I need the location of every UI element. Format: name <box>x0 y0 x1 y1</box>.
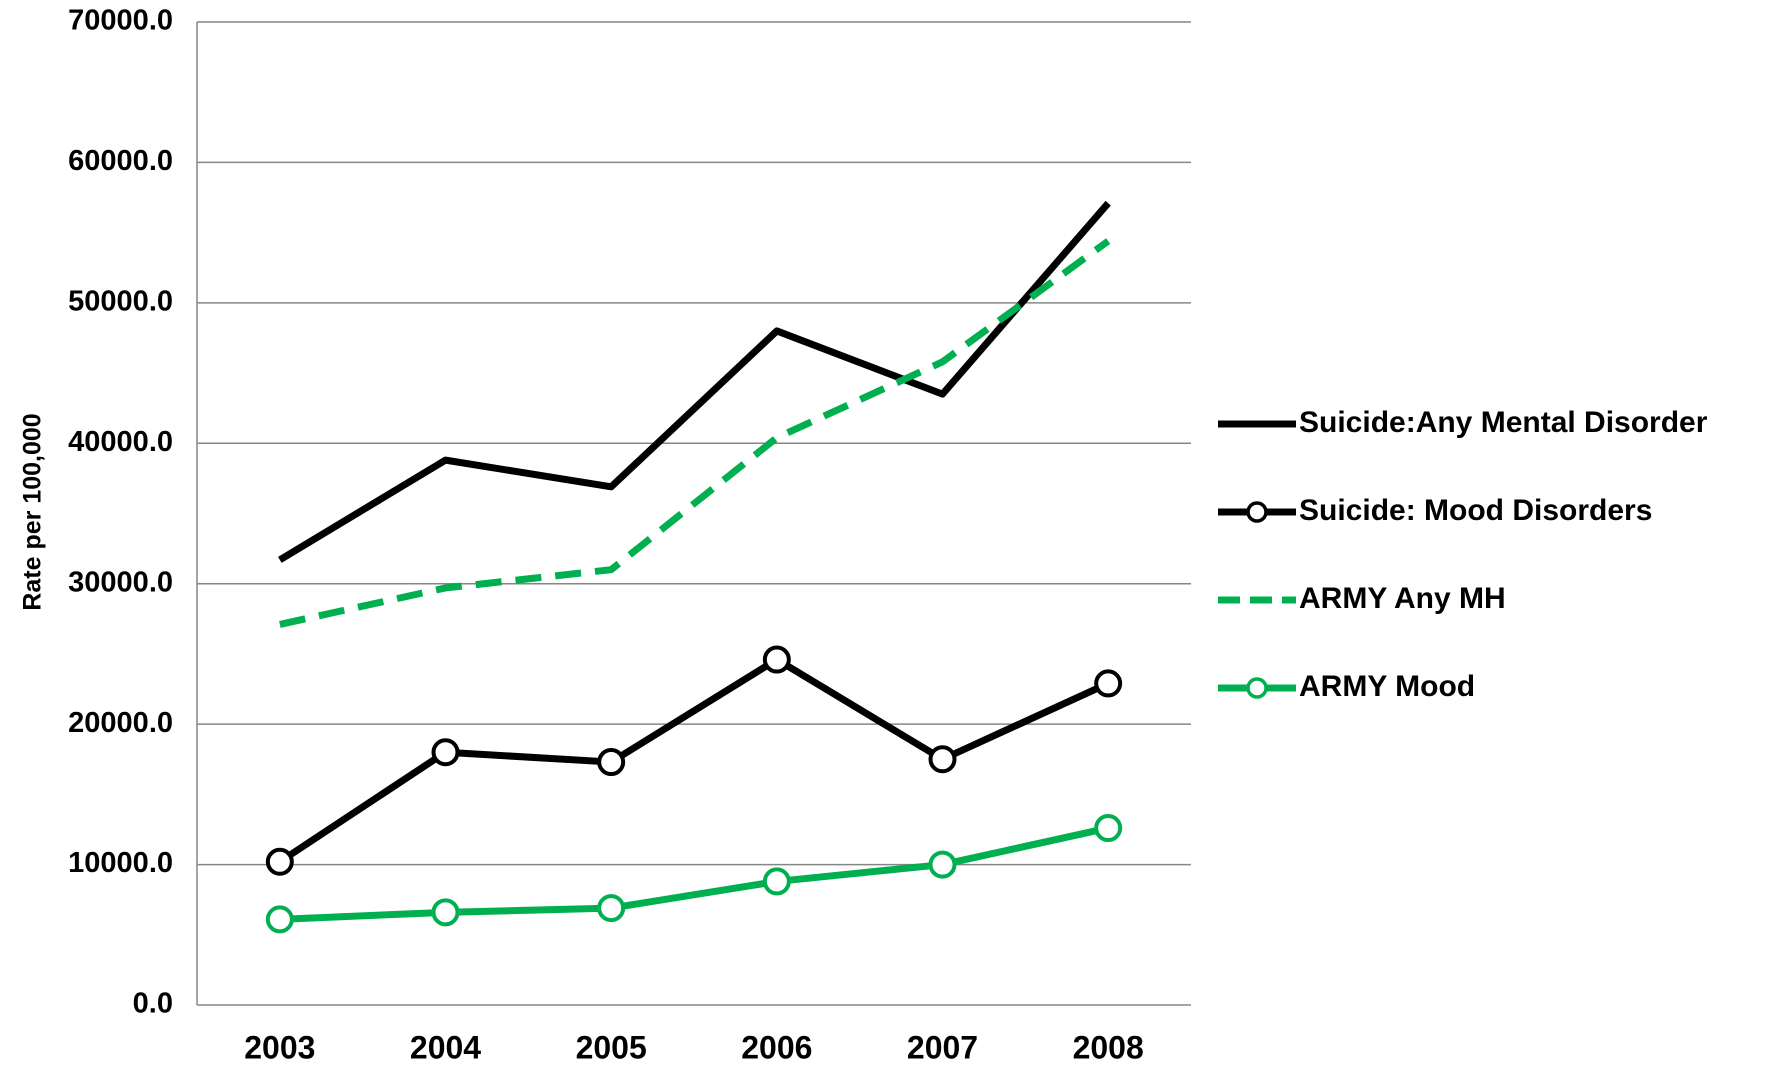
y-tick-label: 0.0 <box>133 988 173 1020</box>
series-marker <box>597 894 626 923</box>
series-marker <box>265 905 294 934</box>
legend-label: ARMY Any MH <box>1299 582 1506 615</box>
legend-marker <box>1246 677 1268 699</box>
series-line <box>279 824 1109 923</box>
series-line <box>279 238 1111 628</box>
series-marker <box>265 847 294 876</box>
x-tick-label: 2005 <box>576 1029 647 1065</box>
series-marker <box>928 745 957 774</box>
y-tick-label: 50000.0 <box>68 286 173 318</box>
legend-label: ARMY Mood <box>1299 670 1475 703</box>
series-line <box>278 200 1111 563</box>
legend-label: Suicide: Mood Disorders <box>1299 494 1652 527</box>
series-marker <box>762 867 791 896</box>
y-tick-label: 10000.0 <box>68 847 173 879</box>
x-tick-label: 2006 <box>741 1029 812 1065</box>
series-marker <box>762 645 791 674</box>
series-marker <box>1094 669 1123 698</box>
y-tick-label: 70000.0 <box>68 5 173 37</box>
series-marker <box>431 898 460 927</box>
x-tick-label: 2003 <box>244 1029 315 1065</box>
legend-marker <box>1246 501 1268 523</box>
series-marker <box>597 748 626 777</box>
y-tick-label: 60000.0 <box>68 145 173 177</box>
legend-label: Suicide:Any Mental Disorder <box>1299 406 1708 439</box>
x-tick-label: 2008 <box>1073 1029 1144 1065</box>
x-tick-label: 2004 <box>410 1029 481 1065</box>
y-tick-label: 40000.0 <box>68 426 173 458</box>
y-axis-label: Rate per 100,000 <box>19 413 47 610</box>
y-tick-label: 20000.0 <box>68 707 173 739</box>
series-marker <box>1094 814 1123 843</box>
x-tick-label: 2007 <box>907 1029 978 1065</box>
series-line <box>277 656 1110 865</box>
series-marker <box>431 738 460 767</box>
series-marker <box>928 850 957 879</box>
y-tick-label: 30000.0 <box>68 566 173 598</box>
